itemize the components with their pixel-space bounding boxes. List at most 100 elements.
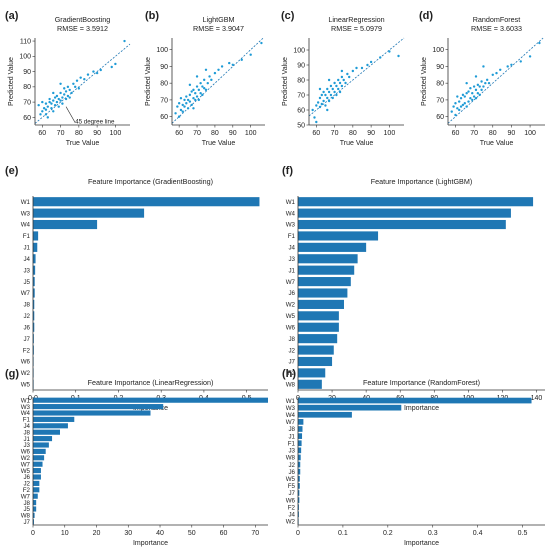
- data-point: [463, 102, 466, 105]
- data-point: [195, 85, 199, 88]
- panel-letter: (g): [5, 368, 19, 380]
- data-point: [340, 75, 344, 79]
- bar: [298, 419, 304, 425]
- data-point: [311, 108, 314, 112]
- y-tick-label: 70: [23, 100, 31, 107]
- panel-f: (f) Feature Importance (LightGBM) W1 W4 W3 F1…: [282, 165, 545, 412]
- x-tick-label: 0.5: [518, 530, 528, 537]
- bar: [298, 334, 338, 344]
- data-point: [57, 105, 60, 108]
- bar: [33, 500, 37, 506]
- data-point: [315, 104, 318, 107]
- data-point: [48, 100, 51, 104]
- bar: [33, 197, 260, 207]
- data-point: [519, 60, 522, 63]
- data-point: [454, 102, 457, 105]
- diagonal-line: [34, 43, 131, 124]
- bar: [298, 397, 532, 404]
- data-point: [476, 83, 480, 87]
- data-point: [465, 81, 468, 85]
- chart-title: LinearRegression: [328, 15, 384, 24]
- x-tick-label: 70: [57, 130, 65, 137]
- data-point: [499, 68, 502, 71]
- bar: [33, 208, 145, 218]
- bar: [33, 512, 35, 518]
- category-label: J7: [288, 490, 295, 497]
- data-point: [95, 71, 99, 75]
- data-point: [183, 105, 186, 108]
- chart-title: Feature Importance (LinearRegression): [88, 378, 214, 387]
- data-point: [53, 96, 57, 99]
- data-point: [476, 92, 480, 95]
- category-label: J8: [23, 500, 30, 507]
- bar: [298, 475, 300, 482]
- bar: [33, 299, 35, 309]
- data-point: [73, 85, 77, 89]
- data-point: [318, 105, 322, 109]
- category-label: W5: [286, 476, 296, 483]
- data-point: [188, 93, 192, 97]
- y-tick-label: 90: [23, 69, 31, 76]
- data-point: [55, 100, 59, 104]
- data-point: [199, 92, 202, 95]
- data-point: [326, 87, 329, 91]
- data-point: [327, 78, 331, 82]
- data-point: [217, 68, 220, 71]
- data-point: [194, 98, 197, 102]
- bar: [33, 277, 35, 287]
- category-label: F1: [23, 233, 31, 240]
- category-label: J2: [23, 481, 30, 488]
- x-tick-label: 60: [175, 130, 183, 137]
- data-point: [181, 103, 184, 107]
- bar: [33, 506, 37, 512]
- x-tick-label: 50: [188, 530, 196, 537]
- data-point: [177, 102, 181, 105]
- data-point: [313, 116, 316, 119]
- data-point: [337, 78, 340, 82]
- category-label: J2: [288, 462, 295, 469]
- data-point: [202, 78, 206, 82]
- category-label: W2: [21, 370, 31, 377]
- data-point: [68, 96, 71, 99]
- data-point: [478, 93, 481, 97]
- data-point: [355, 66, 358, 70]
- category-label: W1: [21, 199, 31, 206]
- bar: [298, 277, 351, 287]
- bar: [298, 511, 299, 518]
- data-point: [204, 68, 208, 71]
- category-label: J3: [23, 442, 30, 449]
- bar: [33, 429, 60, 435]
- category-label: W5: [21, 468, 31, 475]
- panel-h: (h) Feature Importance (RandomForest) W1W3…: [282, 368, 545, 547]
- bar: [298, 345, 334, 355]
- y-axis-label: Predicted Value: [421, 57, 428, 106]
- bar: [33, 487, 40, 493]
- data-point: [79, 76, 82, 79]
- data-point: [369, 60, 373, 64]
- y-tick-label: 100: [156, 47, 168, 54]
- y-tick-label: 80: [160, 81, 168, 88]
- category-label: W4: [21, 410, 31, 417]
- bar: [33, 474, 41, 480]
- y-axis-label: Predicted Value: [282, 57, 289, 106]
- category-label: W7: [21, 461, 31, 468]
- data-point: [37, 103, 40, 107]
- chart-title: Feature Importance (RandomForest): [363, 378, 480, 387]
- data-point: [331, 96, 334, 100]
- bar: [298, 433, 303, 439]
- data-point: [344, 81, 347, 85]
- data-point: [110, 65, 113, 69]
- bar: [298, 490, 300, 496]
- data-point: [474, 97, 478, 100]
- data-point: [59, 99, 62, 102]
- category-label: W4: [286, 412, 296, 419]
- category-label: W6: [21, 449, 31, 456]
- category-label: W5: [21, 381, 31, 388]
- data-point: [195, 75, 199, 78]
- data-point: [482, 85, 485, 88]
- data-point: [64, 90, 68, 93]
- data-point: [327, 90, 331, 94]
- bar: [33, 404, 164, 410]
- data-point: [210, 78, 213, 82]
